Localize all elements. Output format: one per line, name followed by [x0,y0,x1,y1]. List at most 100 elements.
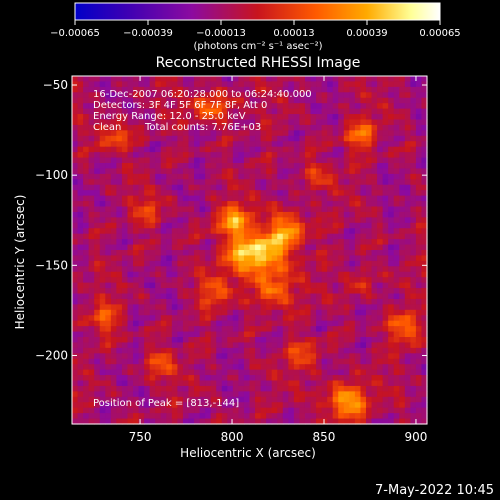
heatmap-cell [377,206,384,213]
heatmap-cell [232,146,240,153]
heatmap-cell [199,206,206,213]
heatmap-cell [415,157,423,164]
heatmap-cell [410,81,417,88]
heatmap-cell [393,86,400,93]
heatmap-cell [160,114,167,121]
heatmap-cell [282,326,289,333]
heatmap-cell [116,92,123,99]
heatmap-cell [188,206,195,213]
heatmap-cell [205,119,212,126]
heatmap-cell [360,190,367,197]
heatmap-cell [421,76,428,83]
heatmap-cell [243,86,251,93]
heatmap-cell [365,288,373,295]
heatmap-cell [349,190,356,197]
heatmap-cell [182,396,190,403]
heatmap-cell [410,114,417,121]
heatmap-cell [149,369,156,376]
heatmap-cell [266,288,273,295]
heatmap-cell [77,179,84,186]
heatmap-cell [266,320,273,327]
heatmap-cell [288,298,295,305]
heatmap-cell [288,380,295,387]
heatmap-cell [393,358,400,365]
heatmap-cell [382,179,389,186]
heatmap-cell [271,228,278,235]
heatmap-cell [255,141,262,148]
heatmap-cell [277,206,284,213]
heatmap-cell [232,228,240,235]
heatmap-cell [188,108,195,115]
heatmap-cell [266,402,273,409]
heatmap-cell [243,146,251,153]
heatmap-cell [327,298,334,305]
heatmap-cell [105,391,112,398]
heatmap-cell [105,337,112,344]
heatmap-cell [205,97,212,104]
heatmap-cell [232,92,240,99]
heatmap-cell [116,369,123,376]
heatmap-cell [255,184,262,191]
heatmap-cell [249,337,256,344]
heatmap-cell [127,260,134,267]
heatmap-cell [149,103,156,110]
heatmap-cell [205,364,212,371]
heatmap-cell [388,418,395,425]
heatmap-cell [232,152,240,159]
colorbar-tick-label: 0.00039 [346,28,387,39]
heatmap-cell [338,353,345,360]
heatmap-cell [210,233,217,240]
heatmap-cell [260,195,267,202]
heatmap-cell [354,407,362,414]
heatmap-cell [199,326,206,333]
heatmap-cell [199,114,206,121]
heatmap-cell [216,380,223,387]
heatmap-cell [338,86,345,93]
heatmap-cell [199,385,206,392]
heatmap-cell [221,103,228,110]
heatmap-cell [155,86,162,93]
heatmap-cell [266,206,273,213]
heatmap-cell [360,358,367,365]
heatmap-cell [160,353,167,360]
heatmap-cell [138,168,145,175]
heatmap-cell [299,304,306,311]
heatmap-cell [288,157,295,164]
heatmap-cell [94,179,101,186]
heatmap-cell [271,163,278,170]
heatmap-cell [288,288,295,295]
heatmap-cell [293,119,301,126]
heatmap-cell [171,337,178,344]
heatmap-cell [227,342,234,349]
heatmap-cell [304,217,312,224]
heatmap-cell [238,347,245,354]
heatmap-cell [121,206,129,213]
heatmap-cell [388,173,395,180]
heatmap-cell [415,190,423,197]
heatmap-cell [232,369,240,376]
heatmap-cell [338,239,345,246]
heatmap-cell [177,331,184,338]
heatmap-cell [249,86,256,93]
heatmap-cell [121,124,129,131]
heatmap-cell [382,413,389,420]
heatmap-cell [321,353,328,360]
heatmap-cell [360,375,367,382]
heatmap-cell [182,179,190,186]
heatmap-cell [338,293,345,300]
heatmap-cell [343,250,350,257]
heatmap-cell [83,244,90,251]
heatmap-cell [155,244,162,251]
heatmap-cell [332,135,339,142]
heatmap-cell [304,396,312,403]
heatmap-cell [149,396,156,403]
heatmap-cell [410,385,417,392]
heatmap-cell [415,298,423,305]
heatmap-cell [404,81,411,88]
heatmap-cell [116,331,123,338]
heatmap-cell [255,288,262,295]
heatmap-cell [105,141,112,148]
heatmap-cell [255,250,262,257]
heatmap-cell [343,119,350,126]
heatmap-cell [310,255,317,262]
